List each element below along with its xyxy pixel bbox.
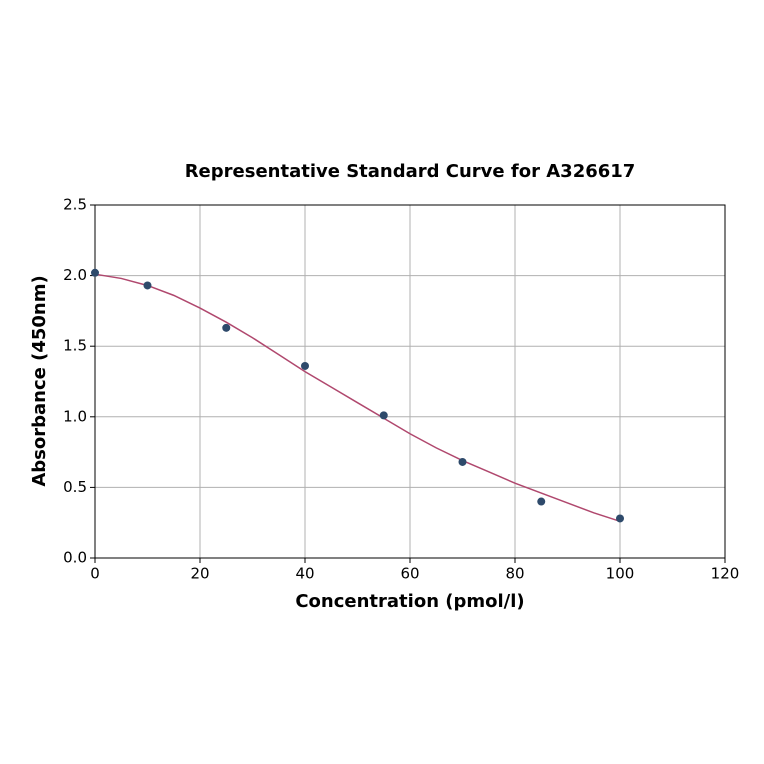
- x-tick-label: 0: [90, 565, 100, 583]
- data-point: [616, 514, 624, 523]
- y-axis-label: Absorbance (450nm): [29, 275, 50, 486]
- data-point: [91, 268, 99, 277]
- data-point: [222, 323, 231, 332]
- y-tick-label: 1.5: [63, 337, 87, 355]
- x-tick-label: 80: [505, 565, 524, 583]
- x-tick-label: 100: [606, 565, 635, 583]
- y-tick-label: 1.0: [63, 407, 87, 425]
- x-axis-label: Concentration (pmol/l): [295, 591, 524, 612]
- x-tick-label: 60: [400, 565, 419, 583]
- data-point: [458, 457, 467, 466]
- y-tick-label: 2.0: [63, 266, 87, 284]
- data-point: [301, 361, 309, 370]
- chart-title: Representative Standard Curve for A32661…: [185, 161, 636, 182]
- plot-frame: [94, 204, 726, 559]
- data-point: [143, 281, 152, 290]
- x-tick-label: 20: [190, 565, 209, 583]
- fit-curve: [94, 273, 621, 523]
- y-tick-label: 0.5: [63, 478, 87, 496]
- y-tick-label: 0.0: [63, 549, 87, 567]
- data-point: [537, 497, 546, 506]
- y-tick-label: 2.5: [63, 196, 87, 214]
- data-point: [379, 411, 388, 420]
- x-tick-label: 120: [711, 565, 740, 583]
- x-tick-label: 40: [295, 565, 314, 583]
